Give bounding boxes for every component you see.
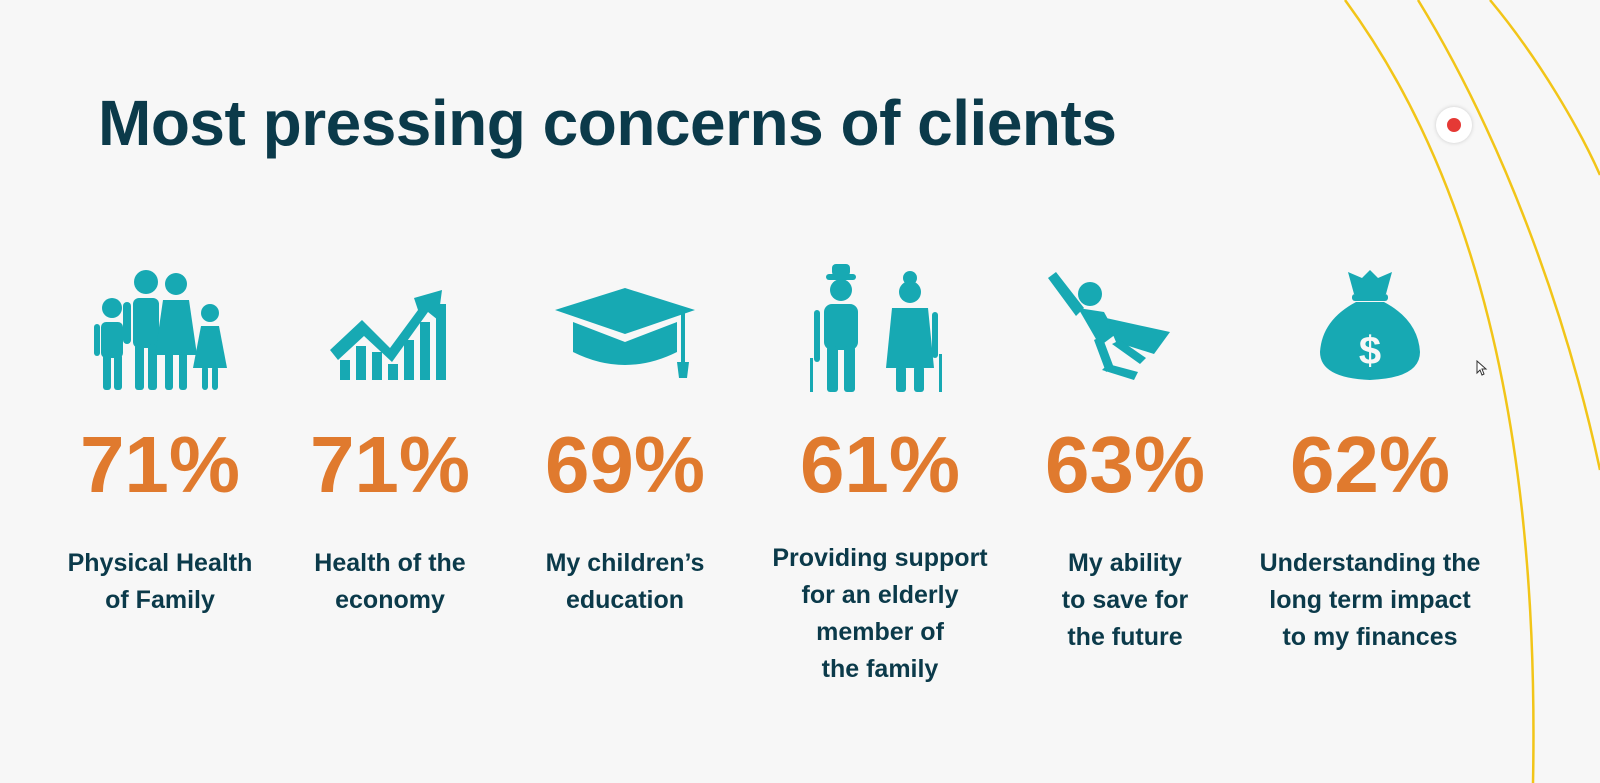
- percent-value: 61%: [799, 420, 961, 509]
- mouse-pointer-icon: [1476, 360, 1488, 376]
- percent-value: 71%: [79, 420, 241, 509]
- money-bag-icon: $: [1290, 260, 1450, 400]
- percent-value: 62%: [1289, 420, 1451, 509]
- percent-value: 71%: [309, 420, 471, 509]
- elderly-couple-icon: [800, 260, 960, 400]
- slide-title: Most pressing concerns of clients: [98, 87, 1117, 159]
- concern-label: Health of the economy: [314, 549, 466, 614]
- concern-label: Physical Health of Family: [67, 549, 253, 614]
- percent-value: 69%: [544, 420, 706, 509]
- graduation-cap-icon: [545, 260, 705, 400]
- rising-chart-icon: [310, 260, 470, 400]
- concern-label: My ability to save for the future: [1061, 549, 1189, 651]
- family-icon: [83, 260, 243, 400]
- percent-value: 63%: [1044, 420, 1206, 509]
- record-icon: [1447, 118, 1461, 132]
- concern-label: Providing support for an elderly member …: [772, 544, 988, 683]
- concern-label: My children’s education: [545, 549, 705, 614]
- concern-label: Understanding the long term impact to my…: [1259, 549, 1481, 651]
- record-button[interactable]: [1436, 107, 1472, 143]
- superhero-icon: [1042, 260, 1202, 400]
- svg-text:$: $: [1359, 329, 1381, 373]
